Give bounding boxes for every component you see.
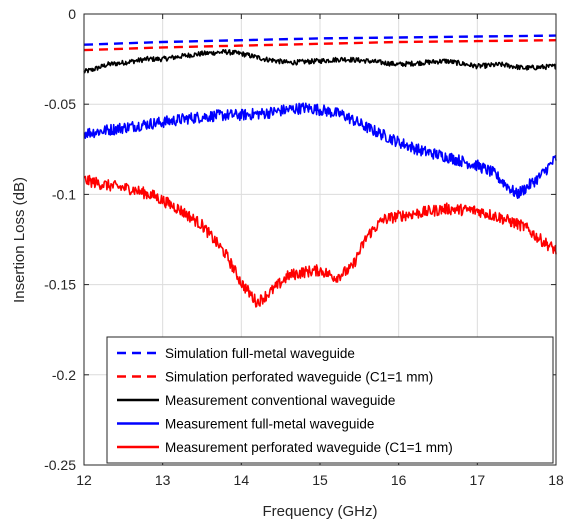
series-layer [83, 34, 557, 308]
y-tick-label: -0.15 [44, 277, 76, 293]
legend-entry-measurement-full-metal-waveguide: Measurement full-metal waveguide [165, 417, 374, 432]
x-tick-label: 18 [548, 472, 564, 488]
series-line-measurement-conventional-waveguide [83, 49, 557, 74]
legend-entry-simulation-full-metal-waveguide: Simulation full-metal waveguide [165, 346, 355, 361]
legend-box [106, 336, 554, 464]
x-tick-label: 13 [155, 472, 171, 488]
legend-entry-measurement-conventional-waveguide: Measurement conventional waveguide [165, 393, 395, 408]
y-tick-label: 0 [68, 6, 76, 22]
y-tick-label: -0.2 [52, 367, 76, 383]
tick-labels: 12 13 14 15 16 17 18 0 -0.05 -0.1 -0.15 -0.2 -0.25 [44, 6, 564, 488]
series-line-measurement-full-metal-waveguide [83, 102, 557, 199]
series-line-measurement-perforated-waveguide-c1-1-mm [83, 174, 557, 308]
y-tick-label: -0.05 [44, 96, 76, 112]
series-line-simulation-full-metal-waveguide [83, 34, 557, 46]
x-tick-label: 15 [312, 472, 328, 488]
legend-entry-measurement-perforated-waveguide-c1-1-mm: Measurement perforated waveguide (C1=1 m… [165, 440, 453, 455]
legend: Simulation full-metal waveguide Simulatio… [106, 336, 554, 464]
y-axis-label: Insertion Loss (dB) [11, 177, 28, 303]
y-tick-label: -0.1 [52, 186, 76, 202]
y-tick-label: -0.25 [44, 457, 76, 473]
x-tick-label: 14 [234, 472, 250, 488]
x-tick-label: 12 [76, 472, 92, 488]
x-tick-label: 16 [391, 472, 407, 488]
x-tick-label: 17 [470, 472, 486, 488]
legend-entry-simulation-perforated-waveguide-c1-1-mm: Simulation perforated waveguide (C1=1 mm… [165, 370, 433, 385]
x-axis-label: Frequency (GHz) [262, 503, 377, 520]
series-line-simulation-perforated-waveguide-c1-1-mm [83, 39, 557, 52]
